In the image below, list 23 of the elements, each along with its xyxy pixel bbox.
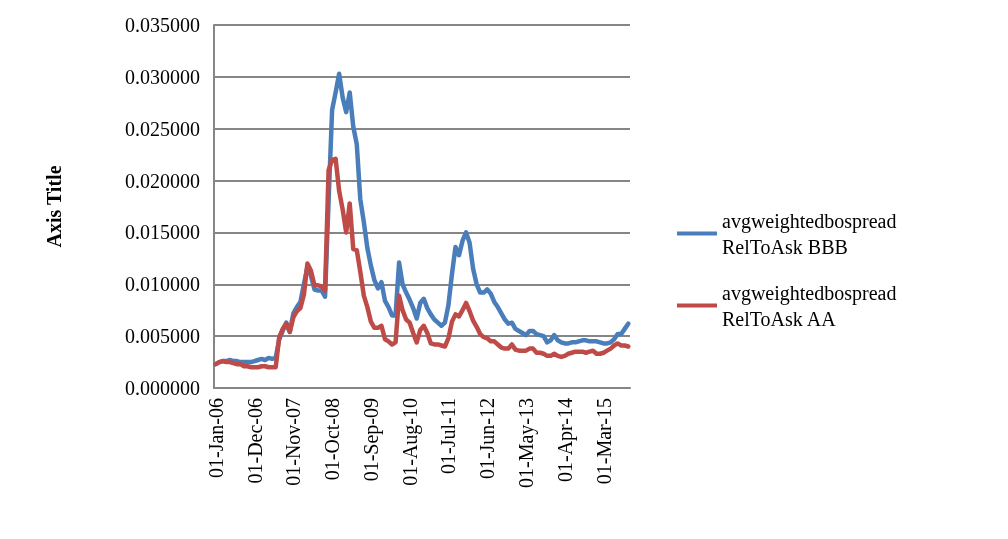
x-tick-label: 01-Jul-11	[437, 398, 460, 474]
line-series	[213, 156, 631, 370]
legend-label: avgweightedbospread RelToAsk AA	[722, 281, 902, 330]
x-tick-label: 01-Mar-15	[592, 398, 615, 485]
y-tick-label: 0.005000	[125, 325, 200, 348]
x-tick-label: 01-Nov-07	[282, 398, 305, 486]
y-tick-label: 0.035000	[125, 14, 200, 36]
x-tick-label: 01-Jun-12	[476, 398, 499, 480]
y-tick-label: 0.025000	[125, 117, 200, 140]
y-axis-title: Axis Title	[43, 165, 65, 248]
x-tick-label: 01-Apr-14	[553, 398, 577, 483]
x-tick-label: 01-Aug-10	[398, 398, 422, 486]
x-tick-label: 01-Dec-06	[243, 398, 266, 484]
y-tick-label: 0.020000	[125, 169, 200, 192]
x-tick-label: 01-May-13	[515, 398, 538, 488]
legend-label: avgweightedbospread RelToAsk BBB	[722, 209, 902, 258]
y-tick-label: 0.015000	[125, 221, 200, 244]
x-tick-label: 01-Jan-06	[204, 398, 227, 478]
y-tick-label: 0.010000	[125, 273, 200, 296]
x-tick-label: 01-Sep-09	[359, 398, 383, 482]
x-tick-label: 01-Oct-08	[321, 398, 344, 481]
y-tick-label: 0.030000	[125, 65, 200, 88]
y-tick-label: 0.000000	[125, 377, 200, 399]
